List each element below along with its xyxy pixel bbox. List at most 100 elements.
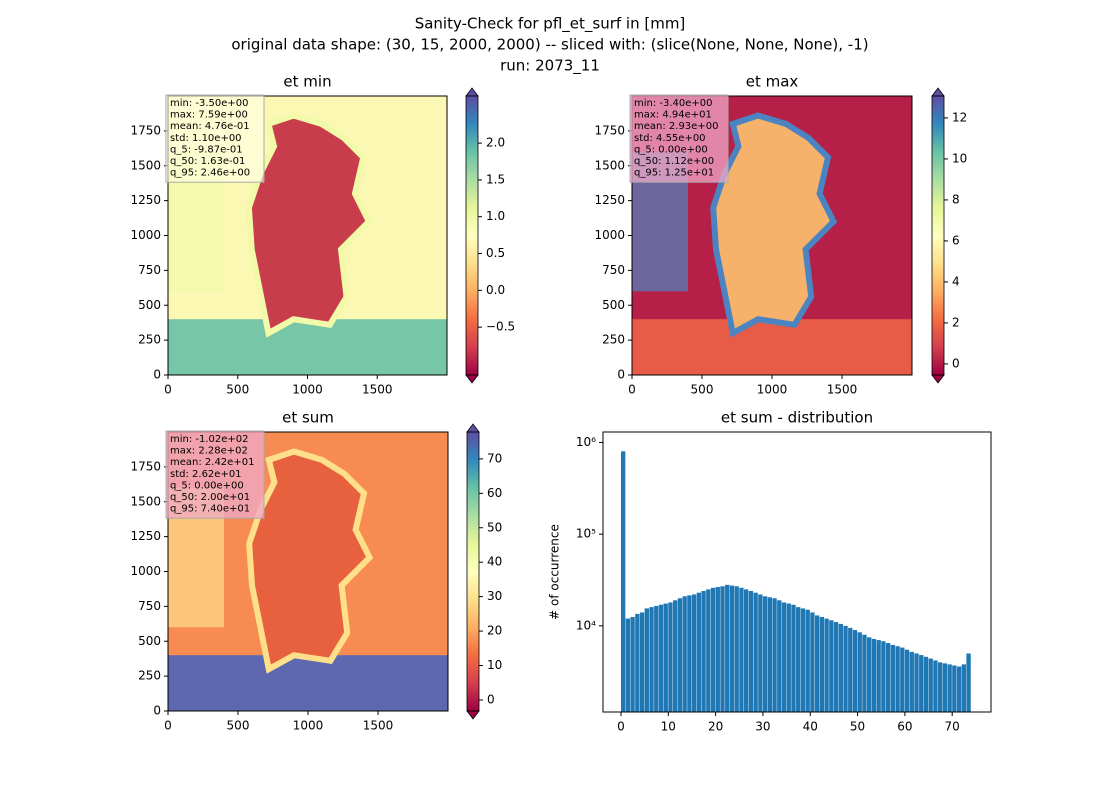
colorbar (467, 432, 479, 711)
stats-text: max: 2.28e+02 (170, 446, 248, 457)
colorbar-tick-label: 10 (952, 151, 967, 165)
histogram-bar (952, 665, 957, 712)
histogram-bar (791, 604, 796, 712)
x-tick-label: 0 (628, 383, 636, 397)
colorbar-extend-top (466, 423, 480, 433)
histogram-bar (701, 590, 706, 712)
y-tick-label: 1750 (594, 123, 625, 137)
histogram-bar (867, 637, 872, 712)
histogram-bar (796, 607, 801, 712)
y-tick-label: 750 (138, 599, 161, 613)
histogram-bar (767, 597, 772, 712)
histogram-bar (810, 612, 815, 712)
stats-text: min: -3.40e+00 (634, 98, 713, 109)
map-south (168, 319, 447, 375)
histogram-bar (781, 602, 787, 712)
colorbar-tick-label: 1.5 (486, 172, 505, 186)
colorbar-tick-label: 0 (487, 692, 495, 706)
histogram-bar (933, 660, 938, 712)
histogram-bar (895, 646, 900, 712)
colorbar-extend-bottom (466, 710, 480, 720)
histogram-bar (838, 623, 843, 712)
stats-text: q_5: 0.00e+00 (170, 480, 244, 491)
x-tick-label: 0 (164, 719, 172, 733)
histogram-bar (914, 653, 919, 712)
y-axis-label: # of occurrence (548, 524, 562, 620)
y-tick-label: 10⁵ (576, 527, 596, 541)
histogram-bar (715, 587, 720, 712)
colorbar-tick-label: 50 (487, 520, 502, 534)
map-south (632, 319, 912, 375)
colorbar-tick-label: 70 (487, 451, 502, 465)
y-tick-label: 1750 (130, 123, 161, 137)
axes-title: et sum (282, 409, 334, 427)
histogram-bar (961, 664, 966, 712)
y-tick-label: 250 (602, 333, 625, 347)
stats-text: std: 4.55e+00 (634, 133, 706, 144)
map-south (168, 655, 448, 711)
colorbar-tick-label: 2.0 (486, 136, 505, 150)
histogram-bar (663, 603, 668, 712)
x-tick-label: 0 (164, 383, 172, 397)
y-tick-label: 0 (617, 368, 625, 382)
histogram-bar (710, 587, 716, 712)
histogram-bar (848, 627, 853, 712)
colorbar-tick-label: 2 (952, 315, 960, 329)
x-tick-label: 40 (803, 720, 818, 734)
histogram-bar (739, 587, 744, 712)
x-tick-label: 1500 (362, 383, 393, 397)
histogram-bar (720, 586, 725, 712)
y-tick-label: 1250 (130, 193, 161, 207)
histogram-bar (658, 604, 664, 712)
axes-title: et max (746, 73, 799, 91)
y-tick-label: 1250 (130, 529, 161, 543)
histogram-bar (725, 584, 730, 712)
histogram-bar (928, 658, 933, 712)
histogram-bar (862, 634, 867, 712)
histogram-bar (734, 586, 739, 712)
x-tick-label: 500 (227, 719, 250, 733)
map-land (246, 448, 374, 674)
histogram-bar (748, 590, 754, 712)
histogram-bar (890, 644, 896, 712)
y-tick-label: 250 (138, 669, 161, 683)
figure-title: Sanity-Check for pfl_et_surf in [mm] (415, 15, 686, 34)
stats-text: max: 7.59e+00 (170, 110, 248, 121)
stats-text: min: -3.50e+00 (170, 98, 249, 109)
map-land (710, 112, 838, 338)
colorbar-tick-label: 20 (487, 624, 502, 638)
histogram-bar (639, 612, 645, 712)
histogram-bar (729, 585, 735, 712)
histogram-bar (904, 649, 910, 712)
histogram-bar (696, 592, 702, 712)
histogram-bar (673, 600, 678, 712)
histogram-bar (687, 595, 692, 712)
y-tick-label: 1500 (594, 158, 625, 172)
histogram-bar (824, 618, 829, 712)
colorbar-extend-bottom (465, 374, 479, 384)
histogram-bar (625, 618, 631, 712)
axes-title: et sum - distribution (721, 409, 873, 427)
histogram-bar (800, 608, 806, 712)
histogram-bar (885, 643, 891, 712)
stats-text: q_50: 2.00e+01 (170, 492, 250, 503)
x-tick-label: 60 (897, 720, 912, 734)
stats-text: mean: 4.76e-01 (170, 121, 250, 132)
colorbar-frame (931, 95, 945, 376)
histogram-bar (900, 647, 905, 712)
x-tick-label: 1000 (292, 383, 323, 397)
colorbar-tick-label: 0.5 (486, 246, 505, 260)
x-tick-label: 30 (755, 720, 770, 734)
colorbar-tick-label: −0.5 (486, 320, 515, 334)
histogram-bar (966, 653, 971, 712)
x-tick-label: 1000 (757, 383, 788, 397)
x-tick-label: 1500 (363, 719, 394, 733)
x-tick-label: 1000 (293, 719, 324, 733)
colorbar-tick-label: 60 (487, 486, 502, 500)
y-tick-label: 1500 (130, 494, 161, 508)
y-tick-label: 1000 (130, 228, 161, 242)
colorbar-tick-label: 40 (487, 555, 502, 569)
x-tick-label: 10 (661, 720, 676, 734)
y-tick-label: 500 (138, 298, 161, 312)
stats-text: q_95: 7.40e+01 (170, 504, 250, 515)
